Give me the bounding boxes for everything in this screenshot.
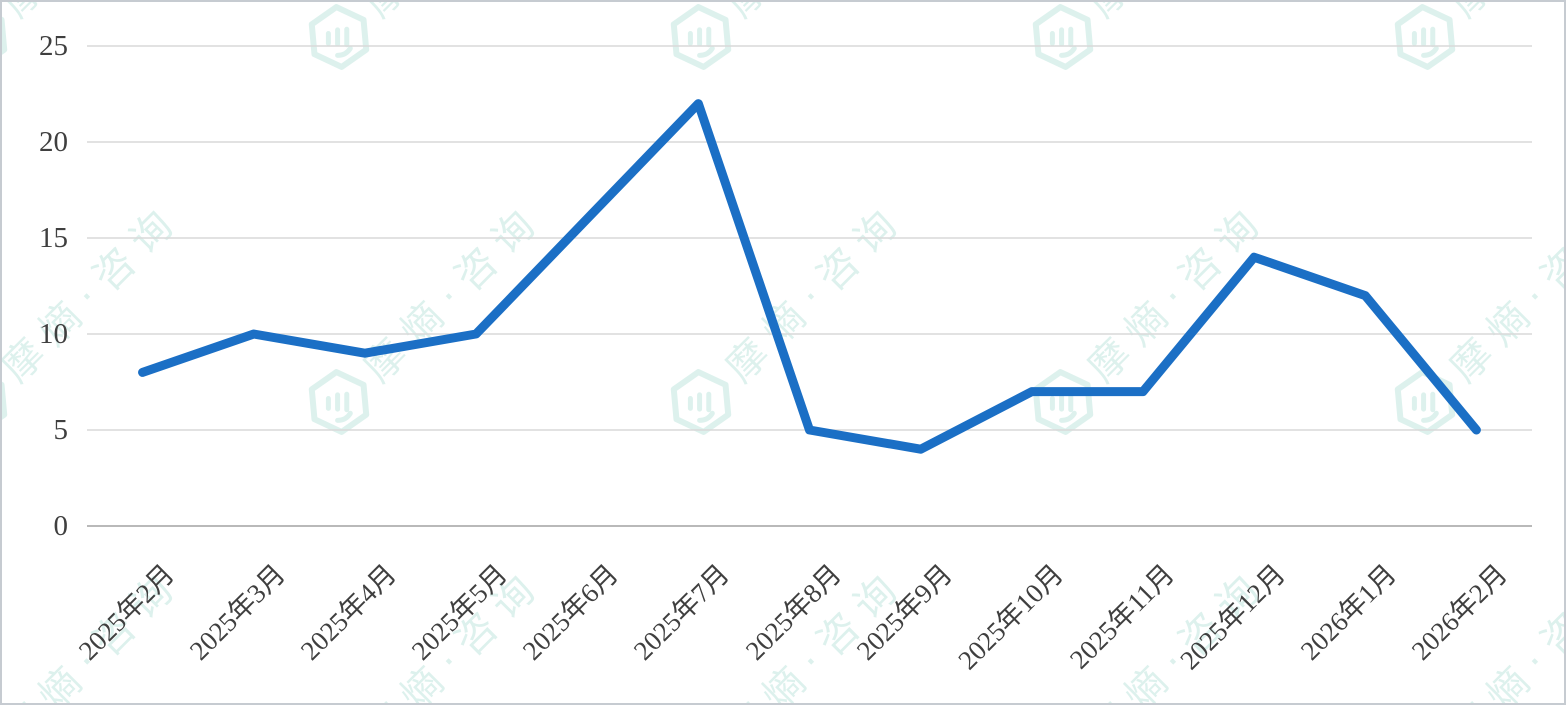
y-axis-tick-label: 0 [53,510,69,542]
y-axis-tick-label: 15 [39,222,68,254]
y-axis-tick-label: 10 [39,318,68,350]
data-series-line [138,99,1481,454]
y-axis-tick-label: 5 [53,414,69,446]
y-axis-tick-label: 20 [39,126,68,158]
y-axis-tick-label: 25 [39,30,68,62]
